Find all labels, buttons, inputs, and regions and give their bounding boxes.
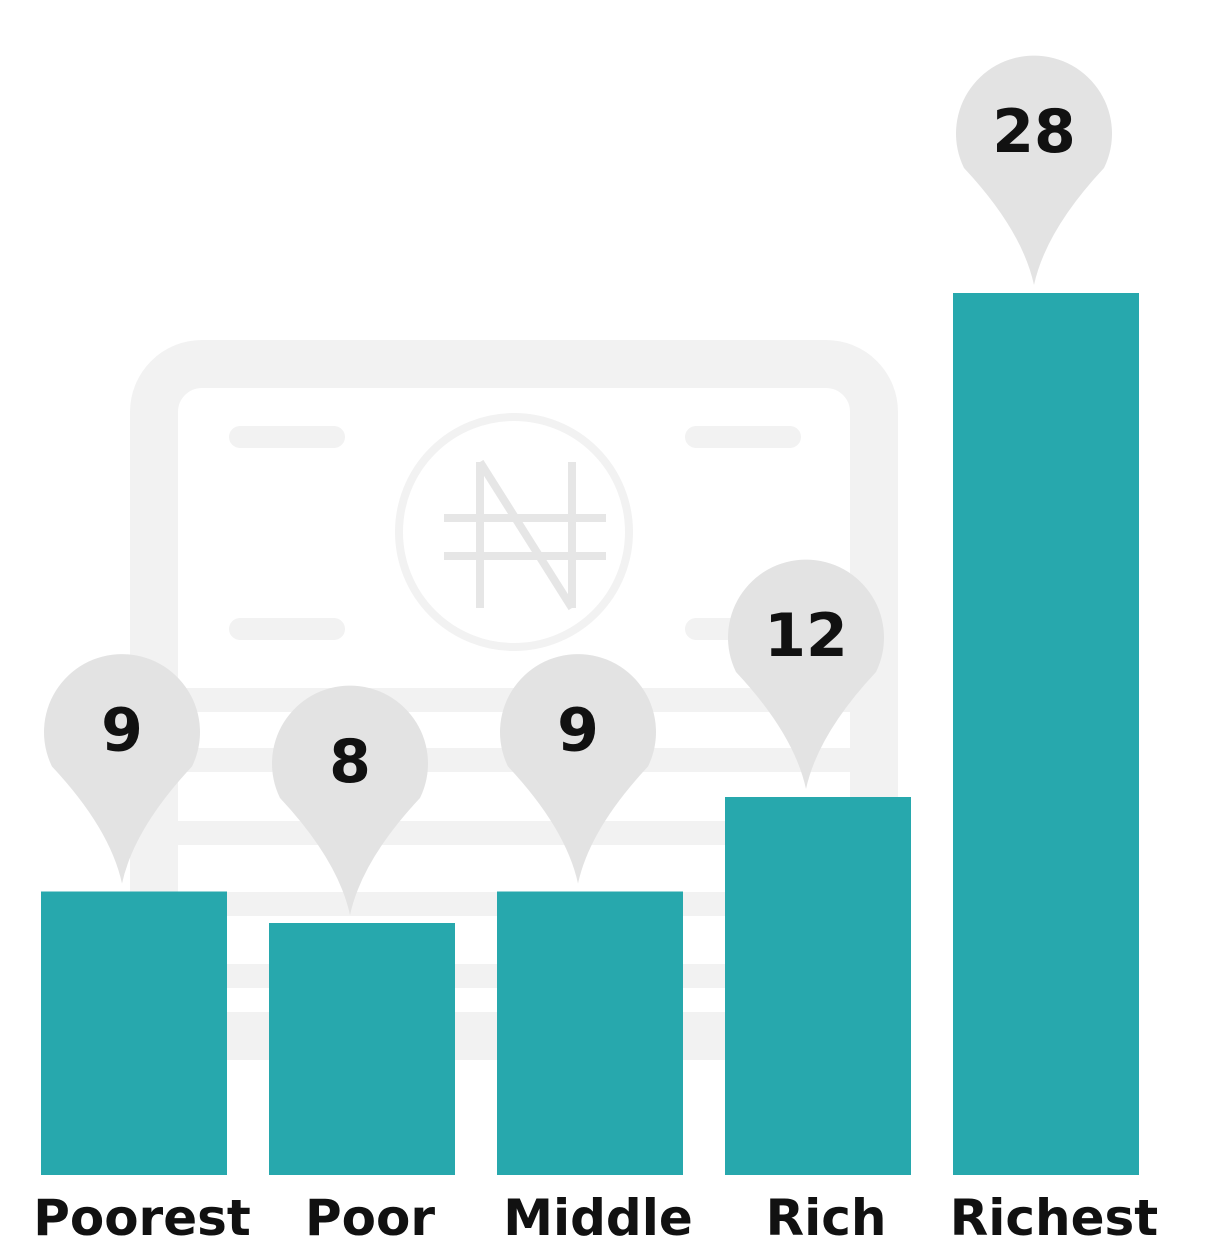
x-tick-label: Rich bbox=[766, 1189, 887, 1247]
bar bbox=[953, 293, 1139, 1175]
bar bbox=[725, 797, 911, 1175]
value-label: 9 bbox=[101, 696, 143, 766]
value-label: 28 bbox=[992, 97, 1076, 167]
x-tick-label: Poor bbox=[305, 1189, 435, 1247]
bar bbox=[497, 891, 683, 1175]
x-tick-label: Middle bbox=[503, 1189, 693, 1247]
bar bbox=[41, 891, 227, 1175]
value-pin bbox=[956, 55, 1112, 286]
value-pin bbox=[500, 654, 656, 884]
value-label: 8 bbox=[329, 727, 371, 797]
value-label: 9 bbox=[557, 696, 599, 766]
x-tick-label: Poorest bbox=[33, 1189, 251, 1247]
value-pin bbox=[727, 559, 885, 789]
value-label: 12 bbox=[764, 601, 848, 671]
value-pin bbox=[272, 685, 428, 915]
bar bbox=[269, 923, 455, 1175]
x-tick-label: Richest bbox=[950, 1189, 1158, 1247]
value-pin bbox=[44, 654, 200, 884]
